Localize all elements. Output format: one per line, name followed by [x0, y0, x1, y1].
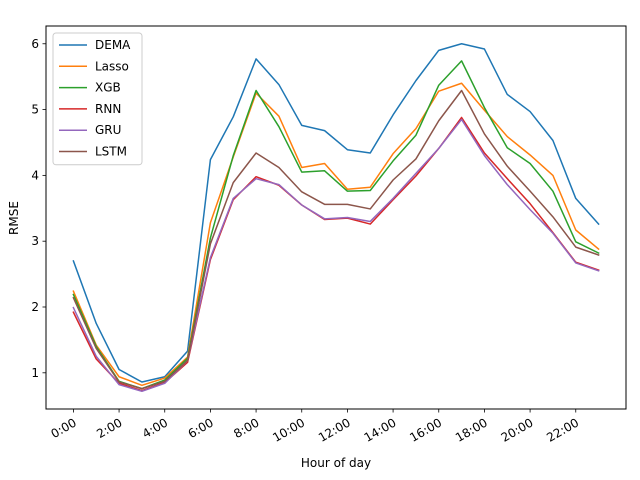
legend-label: GRU [95, 123, 121, 137]
y-tick-label: 2 [31, 300, 39, 314]
series-line-dema [72, 43, 600, 383]
y-tick-label: 5 [31, 103, 39, 117]
y-tick-label: 3 [31, 234, 39, 248]
legend-label: XGB [95, 81, 121, 95]
y-tick-label: 4 [31, 168, 39, 182]
legend: DEMA Lasso XGB RNN GRU LSTM [52, 32, 143, 166]
plot-frame [45, 25, 627, 410]
series-lines [72, 43, 600, 392]
legend-label: RNN [95, 102, 121, 116]
y-tick-label: 1 [31, 366, 39, 380]
series-line-xgb [72, 60, 600, 390]
y-tick-label: 6 [31, 37, 39, 51]
legend-label: Lasso [95, 59, 129, 73]
series-line-gru [72, 118, 600, 392]
x-axis: 0:00 2:00 4:00 6:00 8:00 10:00 12:00 14:00 16:00… [49, 409, 581, 445]
x-axis-label: Hour of day [301, 456, 371, 470]
y-axis-label: RMSE [7, 201, 21, 235]
series-line-lasso [72, 82, 600, 387]
legend-label: LSTM [95, 145, 127, 159]
series-line-lstm [72, 89, 600, 390]
y-axis: 1 2 3 4 5 6 [31, 37, 46, 380]
legend-label: DEMA [95, 38, 131, 52]
